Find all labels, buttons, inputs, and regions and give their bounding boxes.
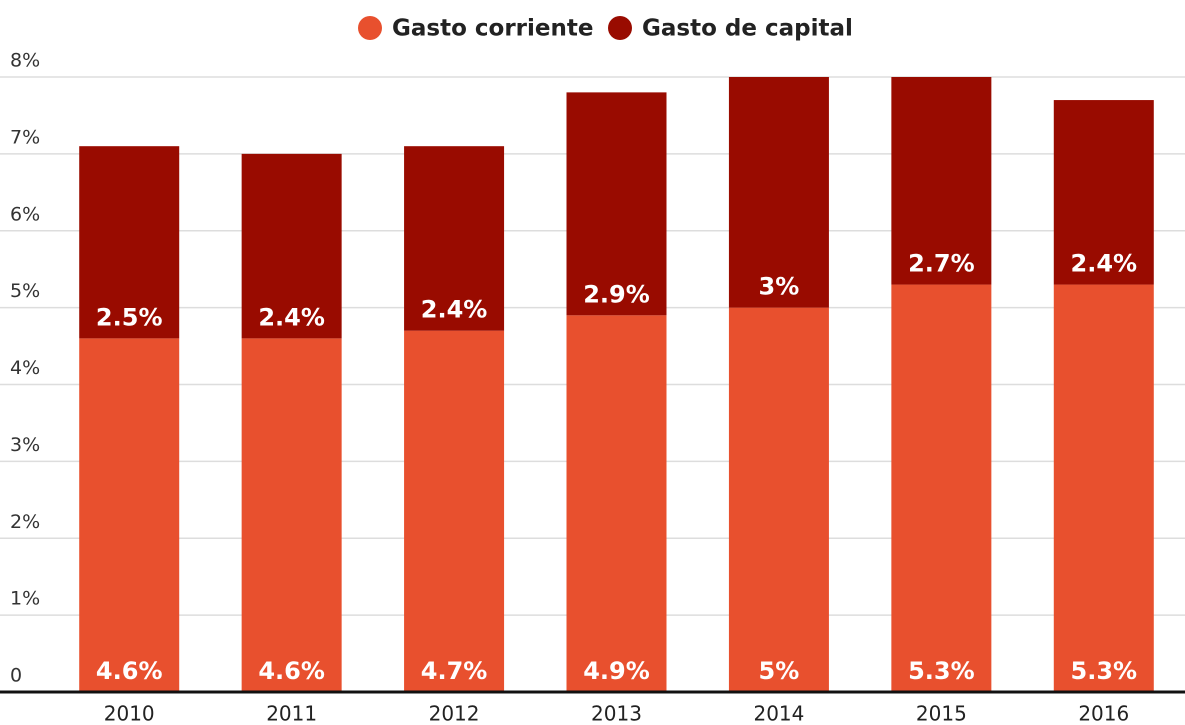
x-tick-label: 2016 (1078, 702, 1129, 725)
legend-label: Gasto de capital (642, 16, 853, 42)
x-tick-label: 2010 (104, 702, 155, 725)
value-label: 5.3% (908, 657, 975, 685)
bar-segment (404, 330, 505, 692)
value-label: 4.6% (96, 657, 163, 685)
bar-segment (728, 307, 829, 692)
y-tick-label: 0 (10, 665, 22, 687)
value-label: 4.9% (583, 657, 650, 685)
bar-segment (891, 77, 992, 285)
value-label: 5% (759, 657, 800, 685)
y-tick-label: 8% (10, 50, 40, 72)
value-label: 2.7% (908, 250, 975, 278)
value-label: 2.5% (96, 303, 163, 331)
x-tick-label: 2011 (266, 702, 317, 725)
legend-label: Gasto corriente (392, 16, 593, 42)
y-tick-label: 4% (10, 357, 40, 379)
y-tick-label: 7% (10, 126, 40, 148)
bar-segment (566, 92, 667, 316)
bar-segment (241, 153, 342, 339)
value-label: 2.4% (1071, 250, 1138, 278)
bar-segment (891, 284, 992, 692)
x-tick-label: 2014 (753, 702, 804, 725)
value-label: 4.7% (421, 657, 488, 685)
x-tick-label: 2013 (591, 702, 642, 725)
bar-segment (79, 338, 180, 692)
bar-segment (1053, 284, 1154, 692)
bar-segment (404, 146, 505, 331)
bar-segment (79, 146, 180, 339)
value-label: 2.9% (583, 280, 650, 308)
legend-marker (608, 16, 632, 40)
x-tick-label: 2012 (429, 702, 480, 725)
bar-segment (241, 338, 342, 692)
y-tick-label: 3% (10, 434, 40, 456)
bar-segment (566, 315, 667, 692)
y-tick-label: 5% (10, 280, 40, 302)
bar-segment (1053, 100, 1154, 285)
value-label: 2.4% (258, 303, 325, 331)
bar-segment (728, 77, 829, 308)
y-tick-label: 6% (10, 203, 40, 225)
legend-marker (358, 16, 382, 40)
value-label: 3% (759, 273, 800, 301)
x-tick-label: 2015 (916, 702, 967, 725)
value-label: 2.4% (421, 296, 488, 324)
y-tick-label: 2% (10, 511, 40, 533)
value-label: 5.3% (1071, 657, 1138, 685)
value-label: 4.6% (258, 657, 325, 685)
y-tick-label: 1% (10, 588, 40, 610)
